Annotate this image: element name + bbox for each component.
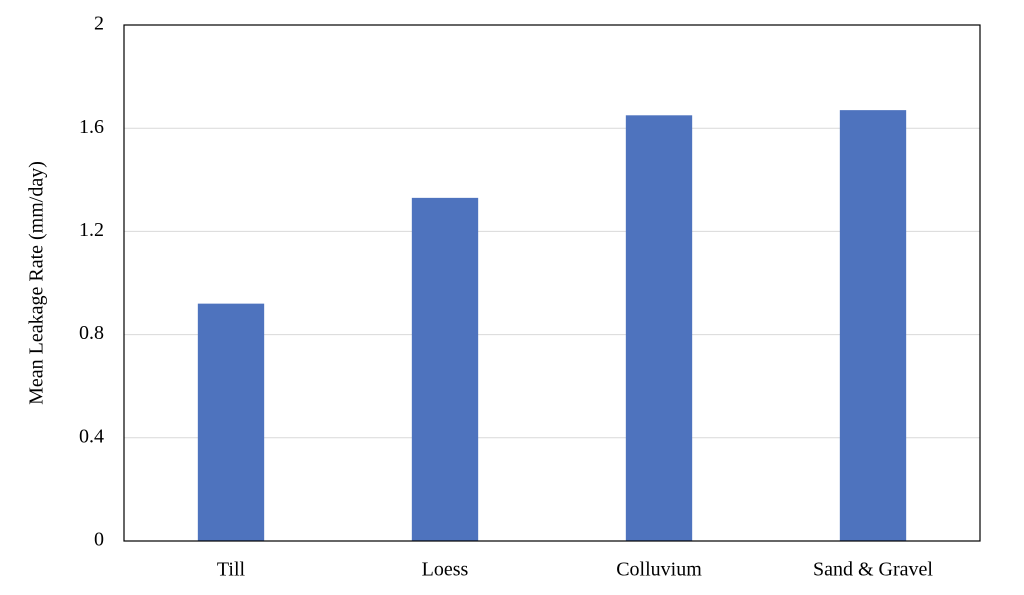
y-tick-label: 0.8	[79, 322, 104, 344]
y-tick-label: 0	[94, 529, 104, 551]
y-tick-label: 0.4	[79, 425, 104, 447]
bar	[839, 110, 907, 541]
y-tick-label: 2	[94, 13, 104, 35]
bar	[197, 303, 265, 541]
bar	[625, 115, 693, 542]
plot-border	[123, 24, 981, 542]
y-tick-label: 1.6	[79, 116, 104, 138]
y-tick-label: 1.2	[79, 219, 104, 241]
y-axis-label: Mean Leakage Rate (mm/day)	[26, 161, 48, 405]
x-tick-label: Colluvium	[616, 559, 702, 581]
x-tick-label: Till	[217, 559, 246, 581]
x-tick-label: Loess	[422, 559, 469, 581]
x-tick-label: Sand & Gravel	[813, 559, 933, 581]
bar	[411, 197, 479, 542]
